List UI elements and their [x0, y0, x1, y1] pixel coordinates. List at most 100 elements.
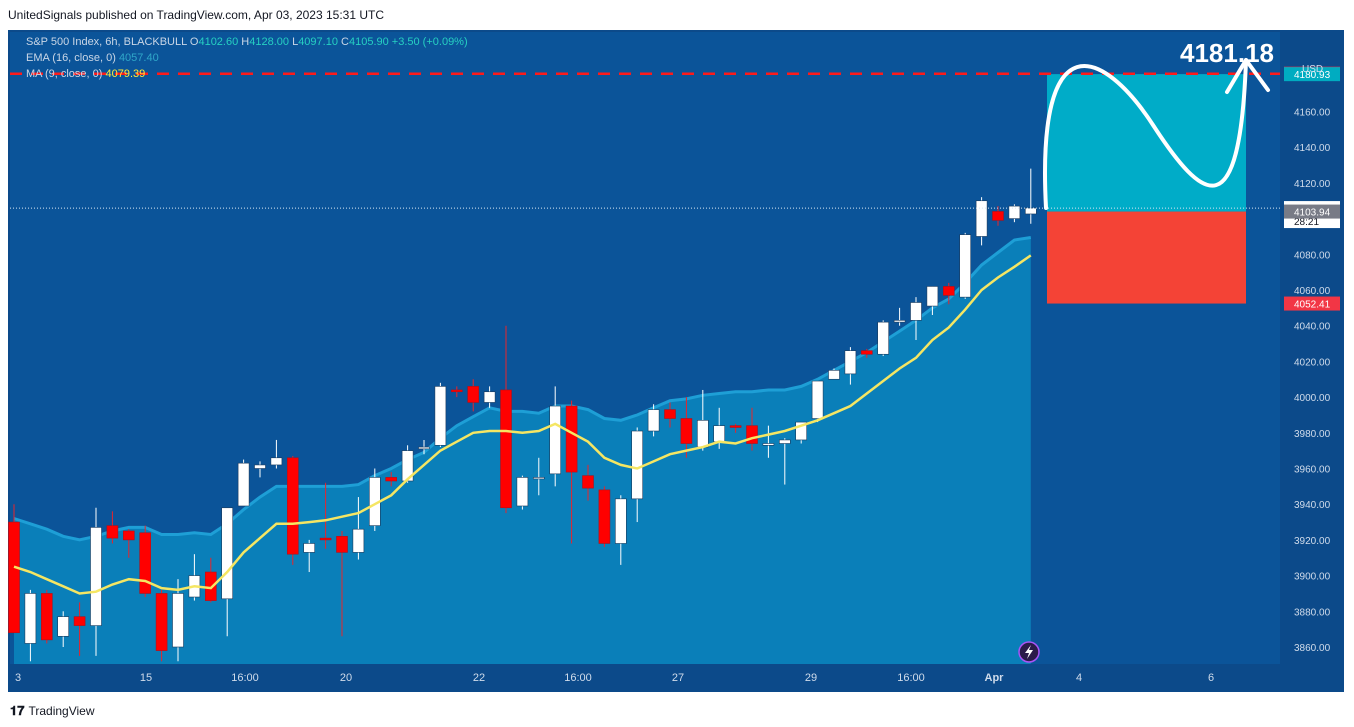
candle[interactable]	[729, 423, 742, 433]
candle[interactable]	[385, 472, 398, 487]
candle[interactable]	[336, 530, 348, 637]
candle-body	[942, 286, 955, 296]
y-tick-label: 3880.00	[1294, 607, 1331, 618]
y-tick-label: 3860.00	[1294, 643, 1331, 654]
candle[interactable]	[910, 297, 922, 340]
candle[interactable]	[401, 445, 414, 483]
legend-ma[interactable]: MA (9, close, 0) 4079.39	[26, 68, 145, 80]
candle[interactable]	[57, 611, 70, 647]
candle-body	[516, 477, 529, 507]
candle[interactable]	[303, 539, 316, 573]
candle[interactable]	[778, 438, 791, 485]
candle[interactable]	[155, 589, 168, 662]
candle[interactable]	[368, 468, 381, 531]
candle[interactable]	[926, 286, 939, 315]
candle[interactable]	[1008, 204, 1021, 223]
candle[interactable]	[975, 197, 988, 246]
candle[interactable]	[418, 439, 430, 455]
candle[interactable]	[598, 486, 611, 548]
candle[interactable]	[8, 504, 20, 634]
candle[interactable]	[565, 400, 578, 544]
candle-body	[40, 593, 53, 641]
candle[interactable]	[549, 386, 562, 487]
price-label[interactable]: 4180.93	[1284, 67, 1340, 82]
candle-body	[319, 537, 332, 541]
candle[interactable]	[844, 347, 857, 385]
candle[interactable]	[24, 589, 37, 662]
position-target-zone[interactable]	[1047, 74, 1246, 212]
candle-body	[123, 530, 135, 541]
candle-body	[237, 462, 250, 507]
x-tick-label: 15	[140, 672, 152, 684]
candle[interactable]	[680, 397, 693, 458]
candle-body	[811, 380, 824, 419]
candle[interactable]	[811, 380, 824, 423]
candle[interactable]	[516, 475, 529, 510]
price-label[interactable]: 4052.41	[1284, 296, 1340, 311]
candle-body	[828, 370, 840, 380]
candle-body	[762, 443, 775, 446]
candle-body	[221, 507, 233, 600]
candle[interactable]	[286, 456, 299, 565]
candle[interactable]	[746, 407, 758, 451]
candle[interactable]	[959, 232, 972, 299]
chart-frame[interactable]: 4181.18 3 15 16:00 20 22 16:00 27 29 16:00 Apr 4 6 …	[8, 30, 1344, 692]
candle[interactable]	[860, 348, 873, 358]
legend-ma-value: 4079.39	[105, 68, 146, 80]
candle[interactable]	[828, 368, 840, 380]
legend-ema-label: EMA (16, close, 0)	[26, 52, 116, 64]
projection-curve[interactable]	[1043, 58, 1248, 210]
legend-ema[interactable]: EMA (16, close, 0) 4057.40	[26, 52, 159, 64]
candle[interactable]	[139, 525, 151, 598]
tradingview-logo[interactable]: 𝟏𝟕 TradingView	[10, 703, 95, 719]
legend-h-label: H	[241, 36, 250, 48]
candle[interactable]	[877, 320, 890, 357]
candle-body	[860, 350, 873, 355]
candle[interactable]	[992, 206, 1004, 226]
candle-body	[713, 425, 726, 443]
x-tick-label: 4	[1076, 672, 1082, 684]
candle[interactable]	[483, 386, 496, 408]
candle[interactable]	[237, 459, 250, 507]
candle[interactable]	[893, 307, 906, 326]
ma-line	[13, 254, 1032, 595]
candle[interactable]	[614, 495, 627, 565]
candle[interactable]	[270, 439, 283, 469]
candle-body	[729, 425, 742, 428]
candle[interactable]	[352, 497, 365, 560]
x-tick-label: 27	[672, 672, 684, 684]
chart-canvas[interactable]: 4181.18 3 15 16:00 20 22 16:00 27 29 16:00 Apr 4 6 …	[8, 30, 1344, 692]
candle-body	[73, 616, 86, 626]
candle-body	[270, 457, 283, 466]
candle[interactable]	[434, 382, 447, 448]
candle[interactable]	[123, 529, 135, 558]
candle[interactable]	[500, 325, 512, 514]
legend-ma-label: MA (9, close, 0)	[26, 68, 103, 80]
position-stop-zone[interactable]	[1047, 211, 1246, 304]
candle[interactable]	[90, 507, 102, 656]
candle[interactable]	[450, 386, 463, 398]
candle[interactable]	[254, 461, 266, 478]
y-tick-label: 3980.00	[1294, 429, 1331, 440]
price-label-bg	[1284, 67, 1340, 82]
candle[interactable]	[647, 404, 660, 437]
publisher-info: UnitedSignals published on TradingView.c…	[8, 8, 385, 22]
candle[interactable]	[582, 464, 594, 501]
candle-body	[57, 616, 70, 637]
target-text[interactable]: 4181.18	[1180, 38, 1274, 68]
candle[interactable]	[467, 379, 480, 412]
candle[interactable]	[762, 425, 775, 458]
candle[interactable]	[942, 282, 955, 305]
x-tick-label: 22	[473, 672, 485, 684]
candle-body	[286, 457, 299, 555]
candle[interactable]	[73, 602, 86, 656]
x-tick-label: 16:00	[231, 672, 259, 684]
candle[interactable]	[319, 482, 332, 549]
candle[interactable]	[40, 589, 53, 644]
price-label[interactable]: 4103.94	[1284, 204, 1340, 219]
candle-body	[418, 446, 430, 450]
candle[interactable]	[106, 511, 119, 544]
candle[interactable]	[532, 457, 545, 496]
candle[interactable]	[172, 579, 184, 662]
candle[interactable]	[664, 402, 676, 428]
